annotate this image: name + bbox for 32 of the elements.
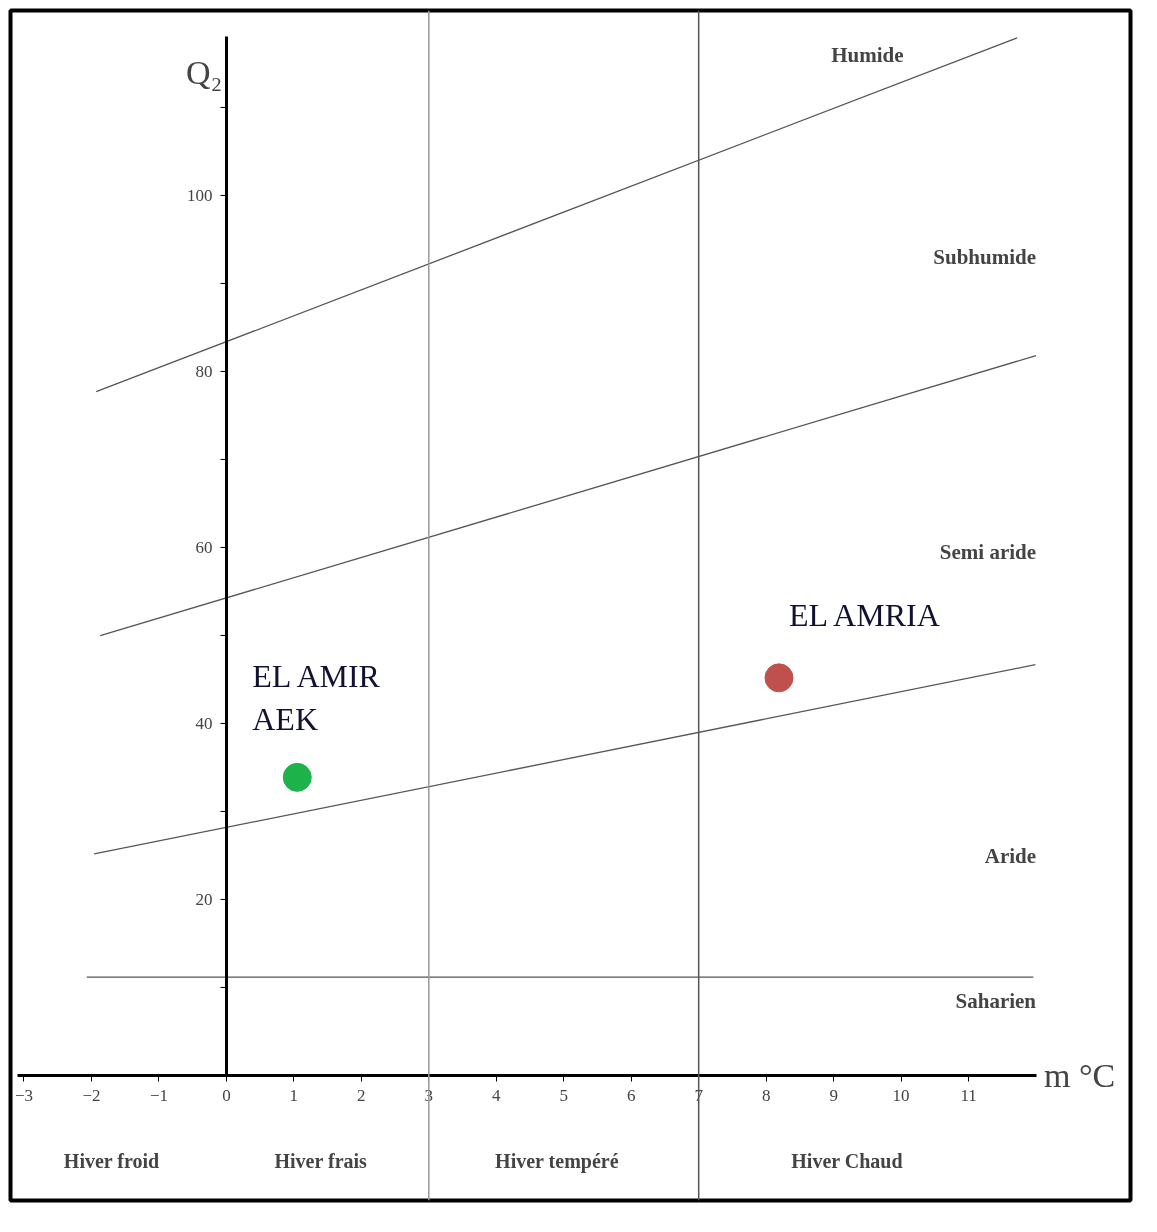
x-tick-label: 10	[892, 1085, 910, 1105]
y-tick-label: 20	[195, 890, 213, 910]
y-tick-label: 100	[186, 185, 213, 205]
annotation: Saharien	[955, 988, 1037, 1013]
x-tick-label: −3	[14, 1085, 34, 1105]
annotation: Aride	[984, 843, 1037, 868]
x-tick-label: 8	[761, 1085, 771, 1105]
x-tick-label: 5	[559, 1085, 568, 1105]
series-label: EL AMIR AEK	[252, 658, 381, 738]
x-tick-label: 6	[626, 1085, 636, 1105]
annotation: Humide	[831, 42, 904, 67]
x-tick-label: 0	[222, 1085, 231, 1105]
x-tick-label: 1	[289, 1085, 299, 1105]
x-tick-label: −1	[149, 1085, 168, 1105]
y-tick-label: 60	[195, 538, 213, 558]
x-tick-label: 3	[424, 1085, 434, 1105]
x-axis-title: m °C	[1044, 1057, 1116, 1095]
annotation: Semi aride	[939, 539, 1037, 564]
text: Hiver frais	[274, 1149, 368, 1172]
y-tick-label: 80	[195, 361, 213, 381]
x-tick-label: 2	[357, 1085, 366, 1105]
series-label: EL AMRIA	[788, 596, 940, 633]
x-tick-label: −2	[82, 1085, 101, 1105]
x-tick-label: 4	[492, 1085, 502, 1105]
y-axis-title: Q₂	[186, 53, 223, 91]
x-tick-label: 9	[829, 1085, 838, 1105]
text: Hiver froid	[63, 1149, 160, 1172]
text: Hiver tempéré	[495, 1149, 619, 1173]
text: Hiver Chaud	[791, 1149, 903, 1172]
y-tick-label: 40	[195, 714, 213, 734]
annotation: Subhumide	[933, 245, 1037, 270]
x-tick-label: 11	[960, 1085, 977, 1105]
